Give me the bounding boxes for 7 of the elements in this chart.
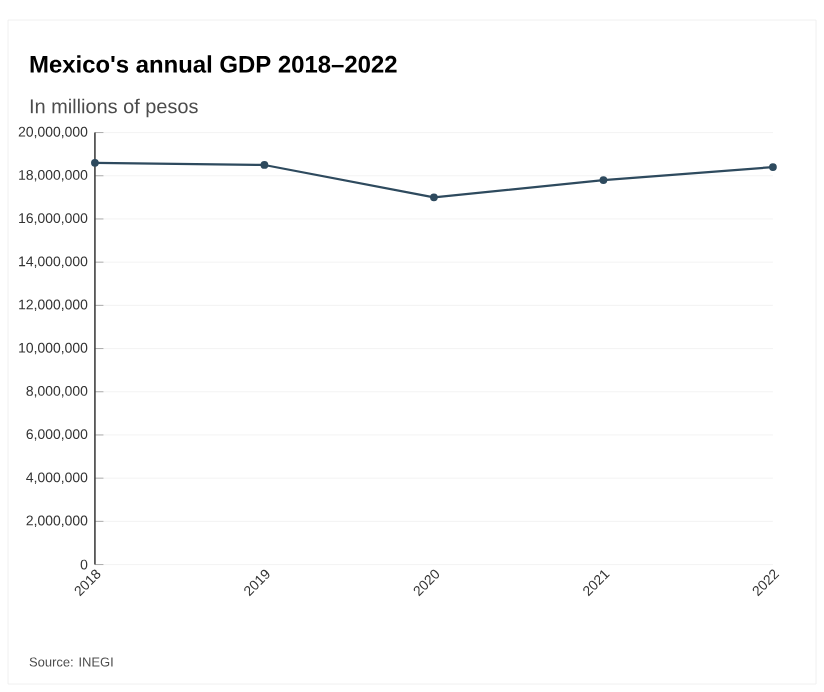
point (769, 163, 777, 172)
point (260, 161, 269, 169)
point (430, 193, 438, 202)
point (599, 176, 608, 184)
chart-title: Mexico's annual GDP 2018–2022 (30, 55, 397, 73)
chart-subtitle: In millions of pesos (30, 98, 198, 118)
point (91, 158, 99, 167)
